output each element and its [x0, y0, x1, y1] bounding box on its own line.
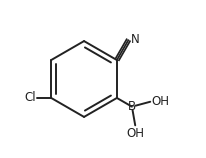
Text: OH: OH	[151, 95, 170, 108]
Text: B: B	[128, 100, 136, 113]
Text: OH: OH	[126, 127, 144, 140]
Text: N: N	[131, 33, 139, 46]
Text: Cl: Cl	[25, 91, 36, 104]
